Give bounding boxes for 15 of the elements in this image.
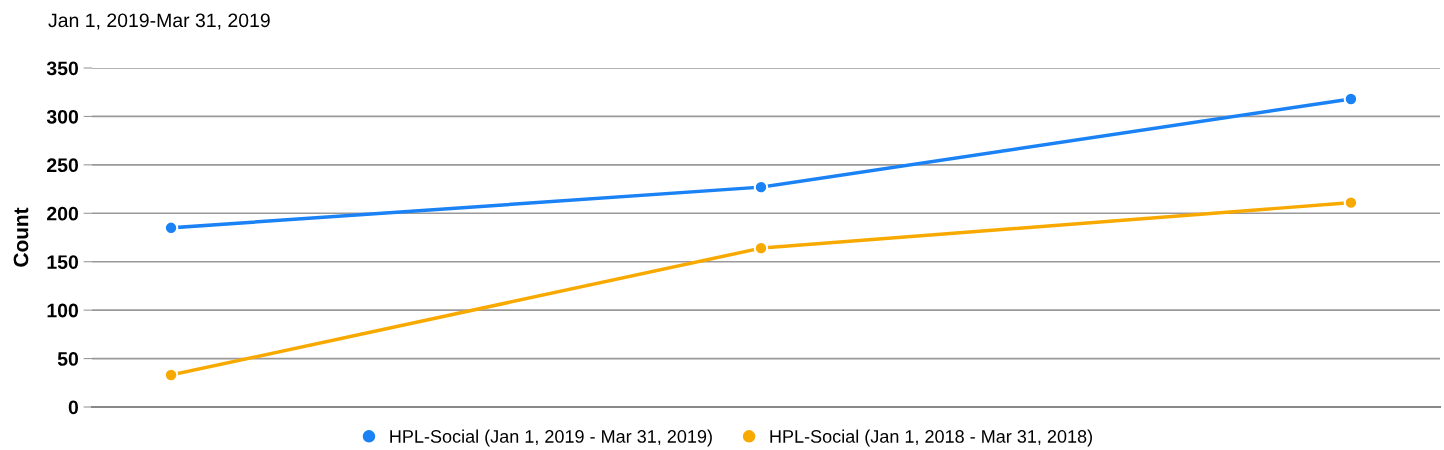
legend-label: HPL-Social (Jan 1, 2019 - Mar 31, 2019)	[390, 429, 712, 447]
y-axis-title: Count	[13, 207, 29, 267]
y-tick-label: 300	[46, 109, 79, 124]
y-tick-label: 350	[46, 61, 79, 76]
point	[1343, 195, 1359, 210]
chart-title: Jan 1, 2019-Mar 31, 2019	[48, 13, 270, 30]
point	[163, 367, 179, 383]
legend-label: HPL-Social (Jan 1, 2018 - Mar 31, 2018)	[770, 429, 1092, 447]
y-tick-label: 50	[57, 352, 79, 366]
y-tick-label: 250	[47, 158, 79, 173]
y-tick-label: 150	[47, 255, 79, 269]
point	[1343, 91, 1359, 107]
y-tick-label: 200	[47, 206, 79, 221]
y-tick-label: 100	[47, 303, 79, 318]
y-tick-label: 0	[68, 400, 79, 415]
